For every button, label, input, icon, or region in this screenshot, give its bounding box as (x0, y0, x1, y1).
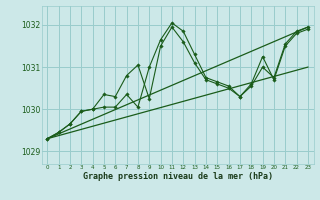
X-axis label: Graphe pression niveau de la mer (hPa): Graphe pression niveau de la mer (hPa) (83, 172, 273, 181)
